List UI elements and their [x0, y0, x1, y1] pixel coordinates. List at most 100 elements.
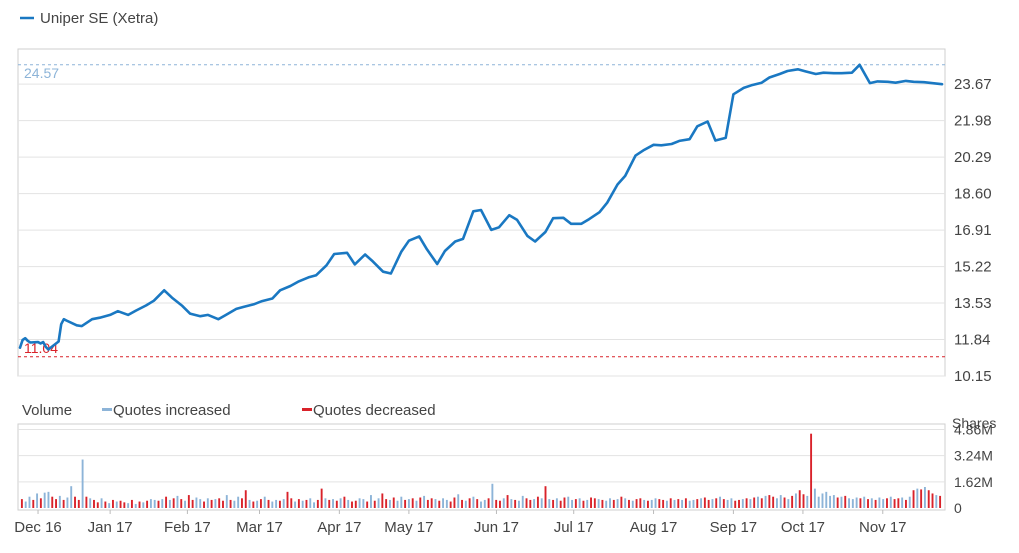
x-axis: Dec 16 Jan 17 Feb 17 Mar 17 Apr 17 May 17 Jun … — [14, 510, 907, 536]
price-point — [670, 143, 673, 145]
price-point — [779, 73, 781, 75]
volume-bar-decreased — [867, 499, 869, 508]
volume-bar-decreased — [859, 498, 862, 508]
volume-bar-decreased — [187, 495, 190, 508]
volume-bar-decreased — [123, 502, 126, 508]
volume-bar-decreased — [259, 499, 262, 508]
volume-bar-increased — [237, 496, 240, 508]
price-point — [516, 219, 518, 221]
volume-bar-decreased — [419, 497, 422, 508]
volume-bar-decreased — [404, 499, 407, 508]
volume-bar-increased — [142, 502, 145, 508]
volume-bar-decreased — [590, 497, 592, 508]
legend-decreased-label[interactable]: Quotes decreased — [313, 402, 436, 419]
volume-bar-increased — [271, 501, 274, 508]
volume-bar-decreased — [905, 499, 907, 508]
volume-bar-increased — [332, 499, 334, 508]
x-tick-label: Feb 17 — [164, 519, 211, 536]
volume-plot-area — [17, 423, 946, 511]
volume-bar-increased — [726, 499, 729, 508]
volume-bar-decreased — [461, 499, 463, 508]
volume-bar-decreased — [927, 490, 930, 508]
price-point — [253, 303, 255, 305]
volume-bar-increased — [540, 498, 543, 508]
volume-bar-increased — [370, 495, 372, 508]
volume-bar-increased — [442, 498, 445, 508]
volume-bar-decreased — [738, 499, 740, 508]
volume-bar-decreased — [267, 499, 270, 508]
volume-bar-decreased — [662, 499, 665, 508]
volume-bar-decreased — [241, 498, 243, 508]
volume-bar-decreased — [734, 500, 737, 508]
volume-bar-increased — [654, 498, 657, 508]
volume-bar-increased — [66, 497, 69, 508]
volume-bar-increased — [673, 499, 676, 508]
volume-bar-increased — [882, 499, 885, 508]
volume-bar-decreased — [32, 499, 35, 508]
price-legend[interactable]: Uniper SE (Xetra) — [20, 10, 158, 27]
price-point — [207, 314, 209, 316]
price-point — [652, 144, 655, 146]
legend-decreased-swatch — [302, 408, 312, 411]
volume-bar-increased — [347, 499, 350, 508]
volume-bar-increased — [510, 499, 513, 508]
volume-bar-decreased — [499, 500, 501, 508]
volume-bar-decreased — [218, 498, 221, 508]
volume-bar-increased — [848, 498, 850, 508]
volume-bar-decreased — [506, 495, 509, 508]
price-point — [145, 304, 147, 307]
legend-increased-label[interactable]: Quotes increased — [113, 402, 231, 419]
volume-bar-decreased — [514, 499, 517, 508]
price-point — [171, 297, 173, 299]
volume-bar-increased — [851, 499, 854, 508]
volume-bar-decreased — [286, 491, 289, 508]
volume-bar-decreased — [639, 498, 642, 508]
volume-bar-increased — [806, 495, 809, 508]
x-tick-label: Sep 17 — [710, 519, 758, 536]
volume-bar-decreased — [536, 496, 539, 508]
price-point — [797, 68, 799, 70]
volume-bar-increased — [643, 499, 646, 508]
price-point — [598, 211, 601, 213]
volume-bar-decreased — [351, 501, 353, 508]
volume-bar-decreased — [85, 496, 88, 508]
volume-bar-increased — [764, 495, 767, 508]
volume-bar-increased — [195, 497, 198, 508]
volume-bar-increased — [829, 495, 832, 508]
price-point — [333, 253, 335, 255]
volume-bar-increased — [108, 503, 111, 508]
volume-bar-decreased — [495, 499, 498, 508]
volume-bar-increased — [47, 491, 50, 508]
price-point — [833, 72, 835, 74]
volume-bar-increased — [491, 483, 494, 508]
price-point — [887, 81, 889, 83]
price-point — [325, 264, 328, 266]
price-point — [570, 223, 572, 225]
volume-bar-decreased — [658, 499, 661, 508]
x-tick-label: Dec 16 — [14, 519, 62, 536]
volume-bar-decreased — [931, 493, 934, 508]
price-y-tick: 15.22 — [954, 259, 992, 276]
volume-bar-increased — [313, 502, 316, 508]
price-point — [153, 300, 155, 302]
price-point — [199, 315, 201, 317]
reference-label: 11.04 — [24, 340, 58, 356]
volume-title: Volume — [22, 402, 72, 419]
volume-bar-increased — [464, 500, 467, 508]
price-point — [606, 202, 608, 204]
volume-bar-increased — [821, 493, 824, 508]
volume-bar-decreased — [104, 501, 107, 508]
volume-bar-decreased — [335, 500, 338, 508]
volume-bar-increased — [916, 488, 919, 508]
volume-bar-decreased — [278, 500, 281, 508]
price-point — [544, 231, 546, 233]
volume-bar-increased — [787, 499, 790, 508]
price-point — [225, 314, 227, 316]
price-point — [732, 93, 734, 95]
volume-bar-increased — [377, 498, 380, 508]
price-point — [858, 64, 861, 66]
price-point — [444, 250, 446, 252]
volume-bar-decreased — [328, 499, 331, 508]
volume-bar-decreased — [354, 500, 357, 508]
volume-bar-increased — [415, 500, 418, 508]
